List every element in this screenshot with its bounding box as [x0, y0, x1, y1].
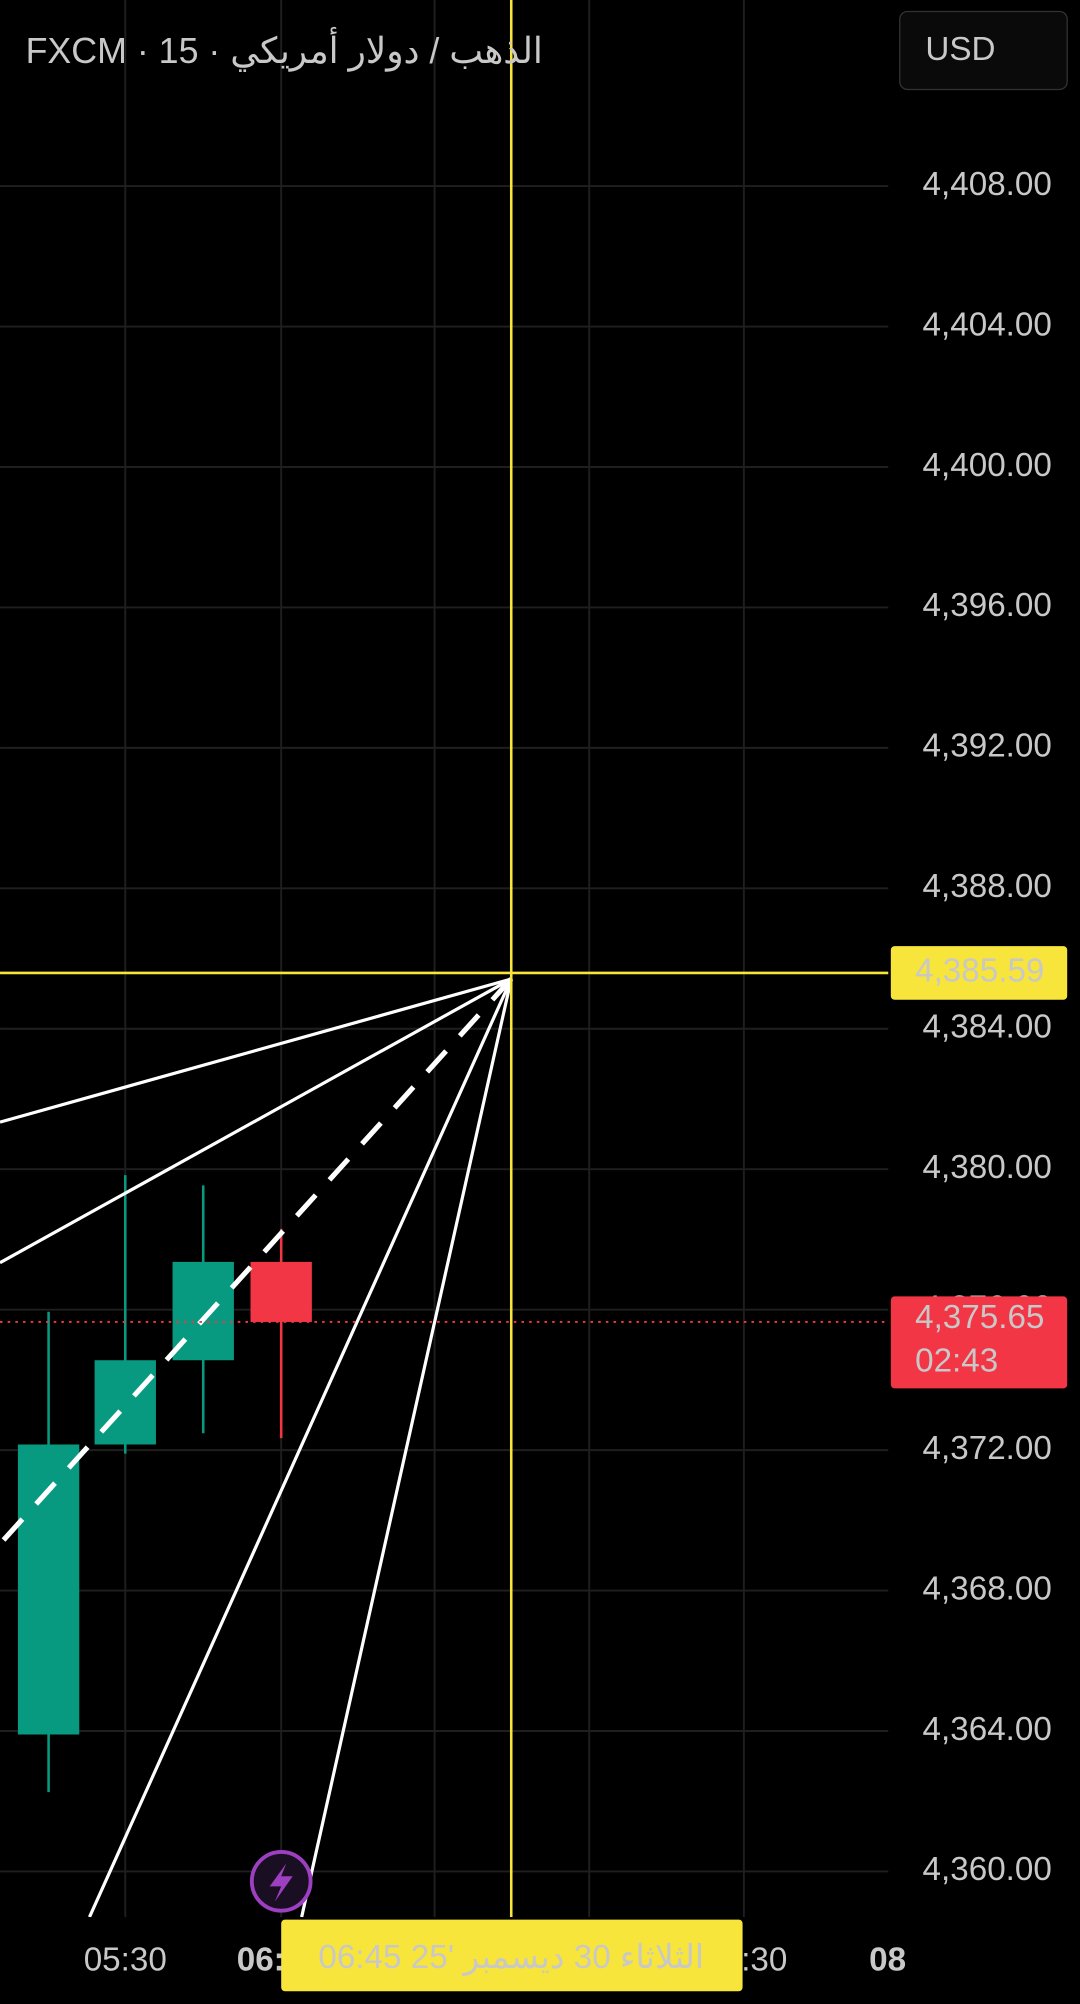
currency-button[interactable] [899, 10, 1068, 91]
candle-body [250, 1261, 312, 1322]
y-tick-label: 4,404.00 [923, 306, 1052, 343]
x-tick-label: :30 [741, 1942, 787, 1979]
crosshair-price-box [890, 946, 1068, 1000]
x-tick-label: 06: [237, 1942, 285, 1979]
currency-label[interactable]: USD [925, 31, 995, 68]
y-tick-label: 4,360.00 [923, 1851, 1052, 1888]
y-tick-label: 4,368.00 [923, 1570, 1052, 1607]
fan-line-dashed [0, 977, 514, 1546]
fan-line [300, 978, 513, 1918]
crosshair-time-label: الثلاثاء 30 ديسمبر '25 06:45 [318, 1939, 704, 1977]
crosshair-price-label: 4,385.59 [915, 953, 1044, 990]
y-tick-label: 4,388.00 [923, 868, 1052, 905]
fan-line [0, 977, 513, 1265]
fan-lines [0, 977, 514, 1918]
fan-line [88, 978, 513, 1918]
last-price-box [890, 1296, 1068, 1389]
last-price-label: 4,375.65 [915, 1299, 1044, 1336]
fan-line [0, 977, 512, 1124]
y-tick-label: 4,408.00 [923, 166, 1052, 203]
y-tick-label: 4,380.00 [923, 1149, 1052, 1186]
grid [0, 0, 889, 1918]
x-tick-label: 08 [869, 1942, 906, 1979]
y-tick-label: 4,396.00 [923, 587, 1052, 624]
x-tick-label: 05:30 [84, 1942, 167, 1979]
crosshair-time-box [281, 1919, 743, 1992]
y-tick-label: 4,372.00 [923, 1430, 1052, 1467]
lightning-icon [269, 1863, 293, 1902]
y-tick-label: 4,364.00 [923, 1711, 1052, 1748]
y-tick-label: 4,400.00 [923, 447, 1052, 484]
countdown-label: 02:43 [915, 1343, 998, 1380]
chart-title: FXCM · 15 · الذهب / دولار أمريكي [26, 26, 543, 72]
y-tick-label: 4,392.00 [923, 728, 1052, 765]
y-tick-label: 4,384.00 [923, 1009, 1052, 1046]
